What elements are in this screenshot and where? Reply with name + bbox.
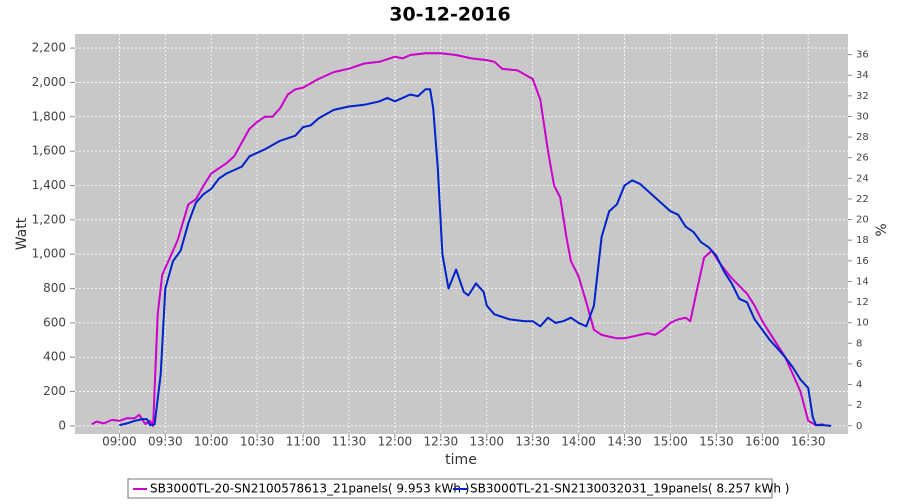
y2-tick-label: 34 — [856, 70, 869, 81]
y2-tick-label: 12 — [856, 297, 869, 308]
y2-tick-label: 20 — [856, 215, 869, 226]
y-tick-label: 2,000 — [32, 75, 66, 89]
y-tick-label: 0 — [58, 418, 66, 432]
y2-tick-label: 32 — [856, 91, 869, 102]
x-tick-label: 12:30 — [424, 435, 459, 449]
x-tick-label: 16:30 — [791, 435, 826, 449]
y-tick-label: 600 — [43, 315, 66, 329]
y-tick-label: 800 — [43, 281, 66, 295]
x-tick-label: 11:30 — [332, 435, 367, 449]
y2-tick-label: 26 — [856, 153, 869, 164]
y2-tick-label: 10 — [856, 318, 869, 329]
plot-area — [75, 34, 848, 434]
y2-tick-label: 14 — [856, 276, 869, 287]
y2-tick-label: 4 — [856, 380, 862, 391]
x-tick-label: 10:30 — [240, 435, 275, 449]
y2-tick-label: 8 — [856, 338, 862, 349]
y-tick-label: 1,800 — [32, 109, 66, 123]
series-line — [91, 52, 824, 427]
x-tick-label: 13:30 — [515, 435, 550, 449]
y-tick-label: 400 — [43, 350, 66, 364]
y2-axis-label: % — [874, 223, 890, 236]
y2-tick-label: 6 — [856, 359, 862, 370]
x-tick-label: 13:00 — [469, 435, 504, 449]
y-tick-label: 200 — [43, 384, 66, 398]
x-tick-label: 10:00 — [194, 435, 229, 449]
legend — [127, 478, 773, 499]
y2-tick-label: 16 — [856, 256, 869, 267]
y-tick-label: 2,200 — [32, 41, 66, 55]
y2-tick-label: 2 — [856, 400, 862, 411]
y2-tick-label: 22 — [856, 194, 869, 205]
x-axis-label: time — [445, 452, 477, 468]
x-tick-label: 14:00 — [561, 435, 596, 449]
series-line — [119, 88, 832, 427]
y2-tick-label: 24 — [856, 173, 869, 184]
x-tick-label: 15:00 — [653, 435, 688, 449]
y-axis-label: Watt — [14, 217, 30, 250]
x-tick-label: 14:30 — [607, 435, 642, 449]
y-tick-label: 1,400 — [32, 178, 66, 192]
y-tick-label: 1,000 — [32, 247, 66, 261]
y2-tick-label: 36 — [856, 50, 869, 61]
x-tick-label: 11:00 — [286, 435, 321, 449]
chart-title: 30-12-2016 — [389, 4, 511, 26]
x-tick-label: 09:30 — [148, 435, 183, 449]
y2-tick-label: 30 — [856, 111, 869, 122]
x-tick-label: 12:00 — [378, 435, 413, 449]
x-tick-label: 09:00 — [102, 435, 137, 449]
legend-label: SB3000TL-21-SN2130032031_19panels( 8.257… — [470, 482, 789, 496]
legend-label: SB3000TL-20-SN2100578613_21panels( 9.953… — [150, 482, 469, 496]
x-tick-label: 15:30 — [699, 435, 734, 449]
y2-tick-label: 0 — [856, 421, 862, 432]
y-tick-label: 1,600 — [32, 144, 66, 158]
y2-tick-label: 18 — [856, 235, 869, 246]
x-tick-label: 16:00 — [745, 435, 780, 449]
y-tick-label: 1,200 — [32, 212, 66, 226]
y2-tick-label: 28 — [856, 132, 869, 143]
